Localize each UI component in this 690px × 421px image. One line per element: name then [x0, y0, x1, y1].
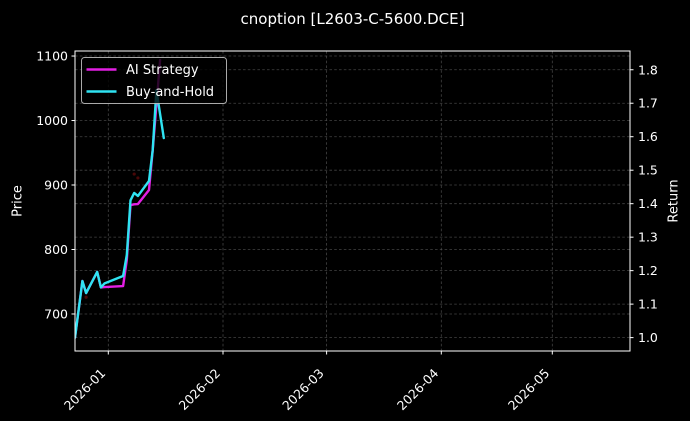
y-axis-left-label: Price: [11, 185, 26, 217]
series-line-buy-and-hold: [75, 88, 166, 339]
y-left-tick-label: 1100: [36, 49, 68, 64]
x-tick-label: 2026-05: [505, 366, 553, 414]
y-left-tick-label: 900: [44, 178, 68, 193]
y-right-tick-label: 1.4: [638, 196, 658, 211]
legend-label-ai-strategy: AI Strategy: [126, 63, 199, 78]
signal-markers: [84, 172, 140, 299]
y-right-tick-label: 1.7: [638, 96, 658, 111]
y-right-tick-label: 1.3: [638, 230, 658, 245]
legend-label-buy-and-hold: Buy-and-Hold: [126, 85, 214, 100]
signal-marker: [84, 295, 88, 299]
y-left-tick-label: 1000: [36, 113, 68, 128]
plot-frame: [74, 50, 631, 352]
legend-box: [81, 57, 227, 104]
y-right-tick-label: 1.8: [638, 62, 658, 77]
signal-marker: [132, 172, 136, 176]
legend: AI Strategy Buy-and-Hold: [81, 57, 227, 104]
gridlines: [75, 51, 630, 351]
y-right-tick-label: 1.5: [638, 163, 658, 178]
chart-title: cnoption [L2603-C-5600.DCE]: [241, 10, 465, 28]
y-right-tick-label: 1.2: [638, 263, 658, 278]
y-right-tick-label: 1.6: [638, 129, 658, 144]
y-right-tick-label: 1.0: [638, 330, 658, 345]
y-left-tick-label: 800: [44, 242, 68, 257]
y-right-tick-label: 1.1: [638, 297, 658, 312]
y-left-tick-label: 700: [44, 306, 68, 321]
x-tick-label: 2026-02: [176, 366, 224, 414]
series-lines: [75, 58, 166, 339]
x-tick-label: 2026-04: [394, 365, 442, 413]
x-tick-label: 2026-03: [279, 366, 327, 414]
x-tick-label: 2026-01: [61, 366, 109, 414]
signal-marker: [136, 176, 140, 180]
y-axis-right-label: Return: [667, 179, 682, 222]
